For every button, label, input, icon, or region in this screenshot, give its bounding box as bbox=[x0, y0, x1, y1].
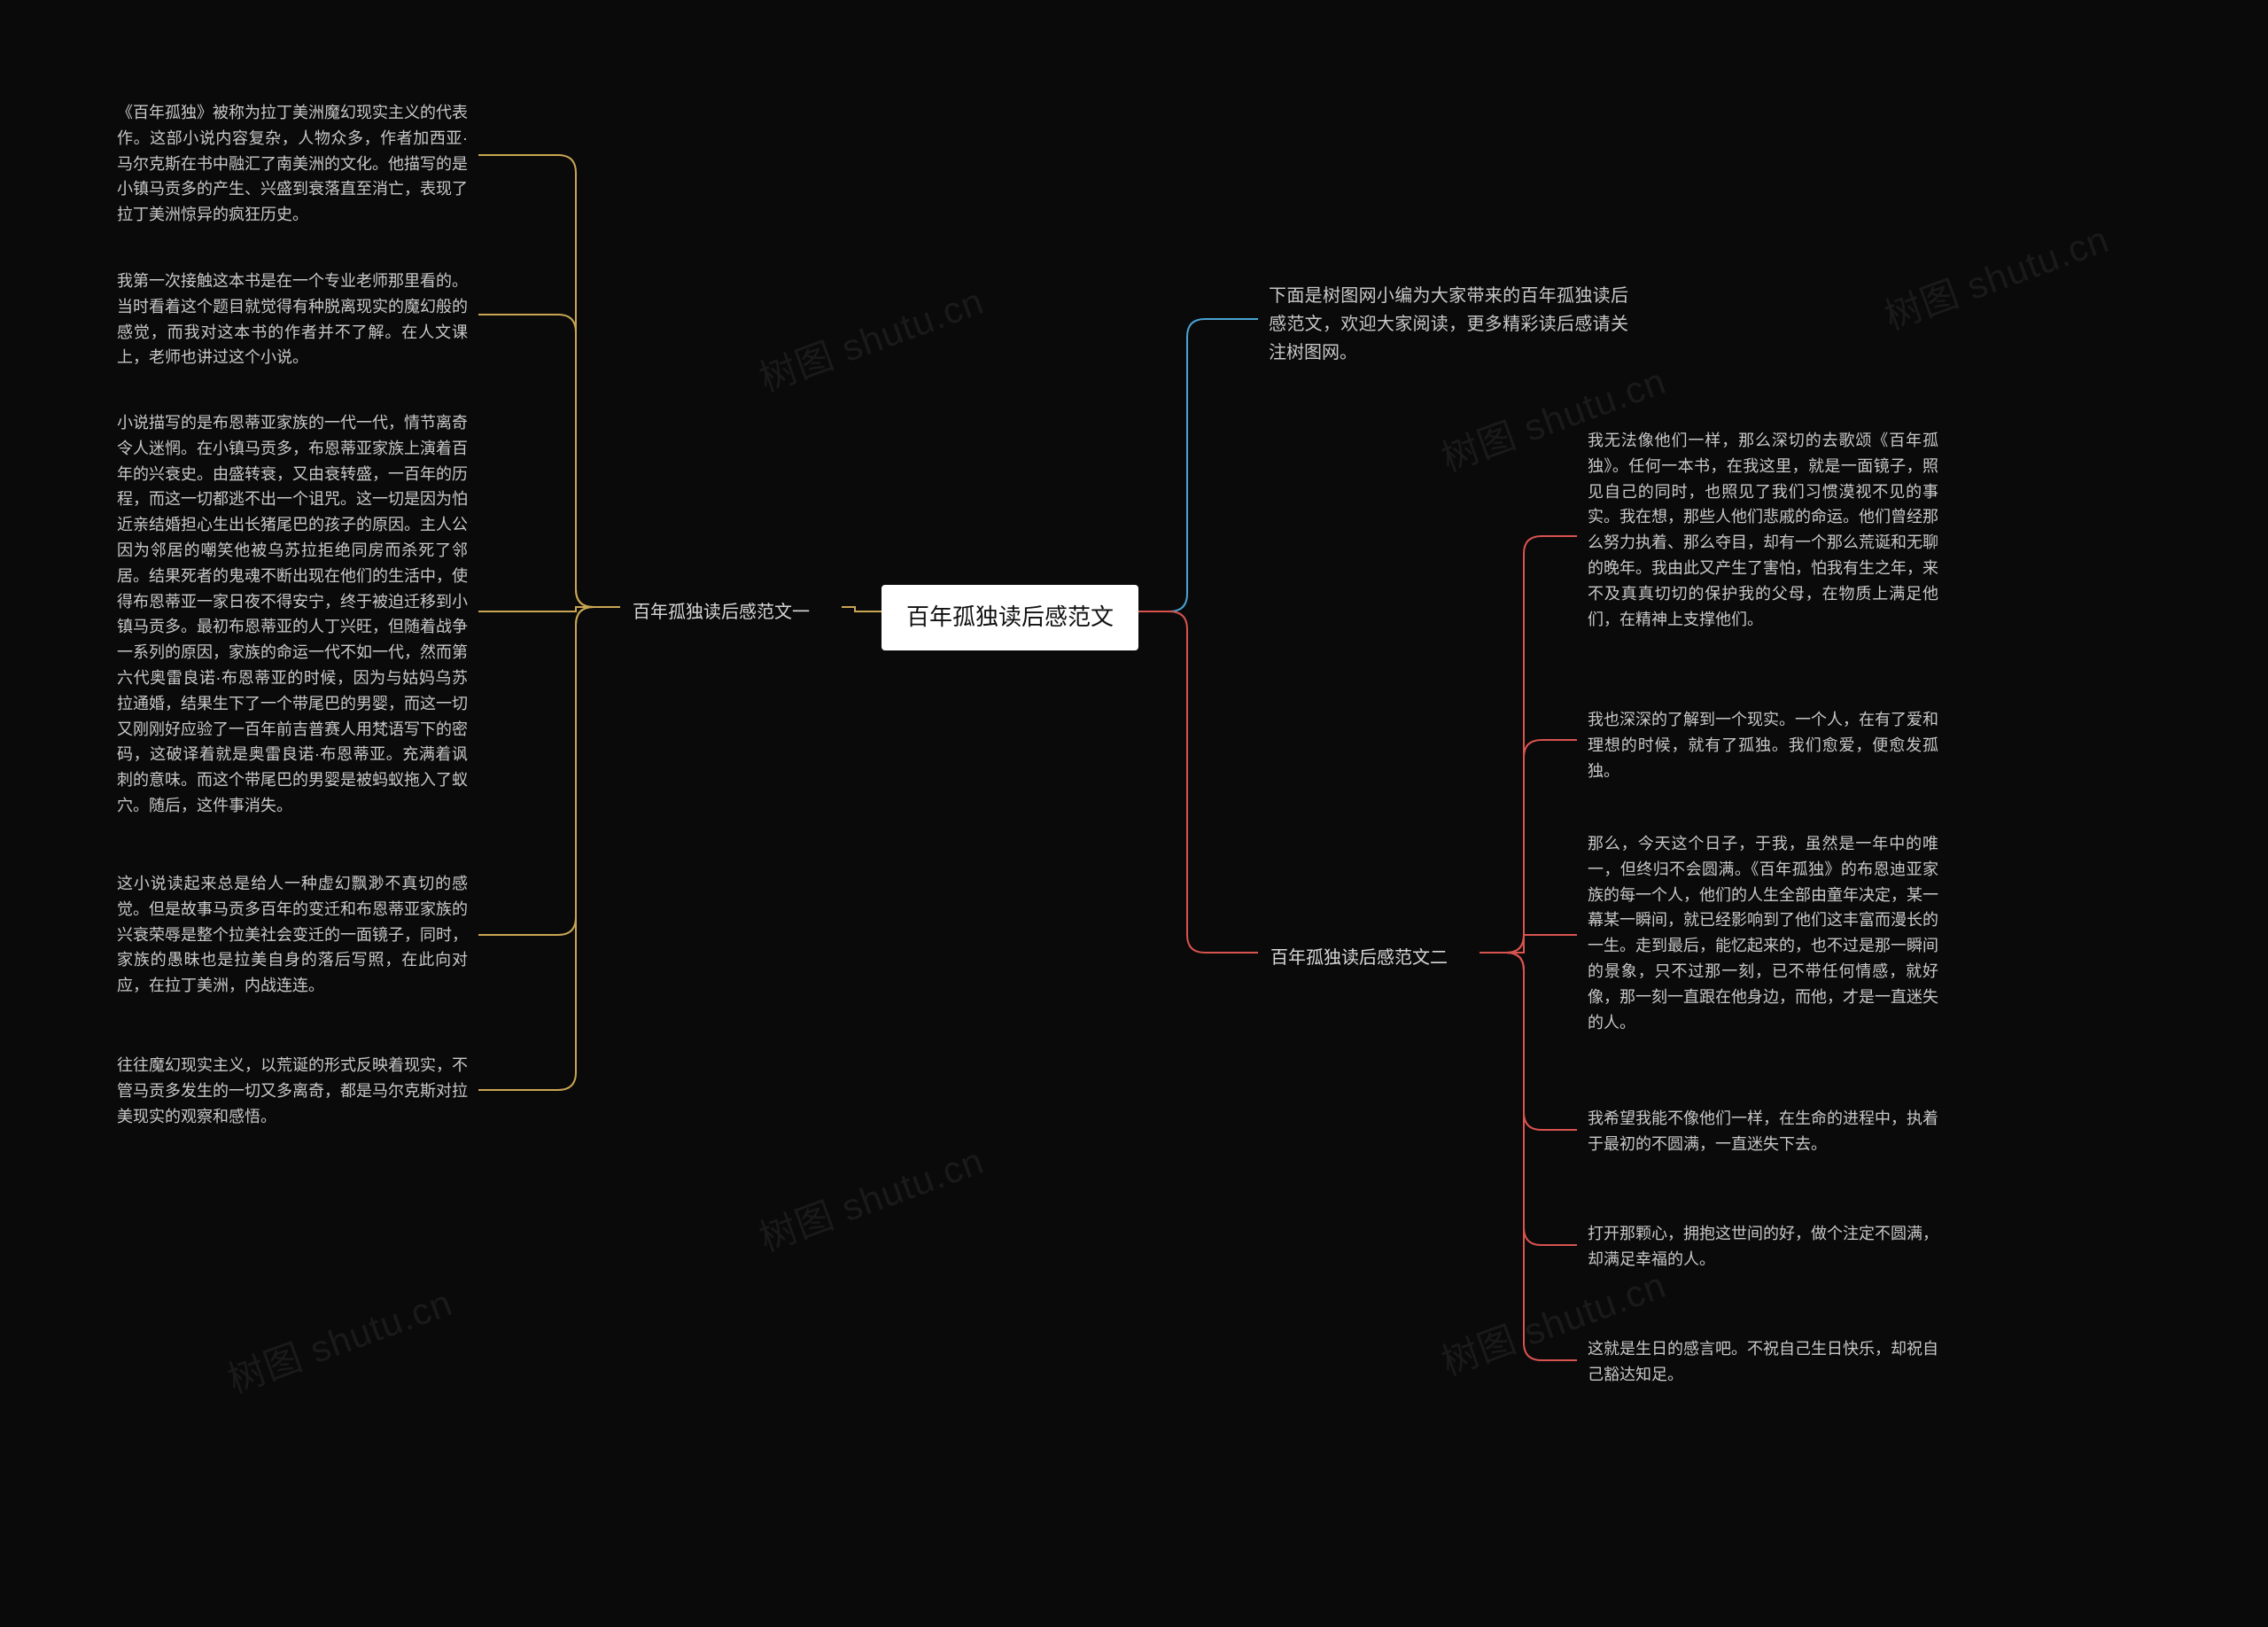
leaf-node[interactable]: 我也深深的了解到一个现实。一个人，在有了爱和理想的时候，就有了孤独。我们愈爱，便… bbox=[1577, 700, 1949, 790]
watermark: 树图 shutu.cn bbox=[220, 1273, 459, 1404]
leaf-node[interactable]: 小说描写的是布恩蒂亚家族的一代一代，情节离奇令人迷惘。在小镇马贡多，布恩蒂亚家族… bbox=[106, 403, 478, 826]
leaf-node[interactable]: 我希望我能不像他们一样，在生命的进程中，执着于最初的不圆满，一直迷失下去。 bbox=[1577, 1099, 1949, 1164]
branch-two-label[interactable]: 百年孤独读后感范文二 bbox=[1258, 935, 1480, 981]
leaf-node[interactable]: 《百年孤独》被称为拉丁美洲魔幻现实主义的代表作。这部小说内容复杂，人物众多，作者… bbox=[106, 93, 478, 235]
leaf-node[interactable]: 我第一次接触这本书是在一个专业老师那里看的。当时看着这个题目就觉得有种脱离现实的… bbox=[106, 261, 478, 378]
leaf-node[interactable]: 往往魔幻现实主义，以荒诞的形式反映着现实，不管马贡多发生的一切又多离奇，都是马尔… bbox=[106, 1046, 478, 1136]
watermark: 树图 shutu.cn bbox=[751, 271, 990, 402]
leaf-node[interactable]: 这小说读起来总是给人一种虚幻飘渺不真切的感觉。但是故事马贡多百年的变迁和布恩蒂亚… bbox=[106, 864, 478, 1006]
branch-one-label[interactable]: 百年孤独读后感范文一 bbox=[620, 589, 842, 635]
leaf-node[interactable]: 打开那颗心，拥抱这世间的好，做个注定不圆满，却满足幸福的人。 bbox=[1577, 1214, 1949, 1280]
watermark: 树图 shutu.cn bbox=[751, 1131, 990, 1262]
intro-node[interactable]: 下面是树图网小编为大家带来的百年孤独读后感范文，欢迎大家阅读，更多精彩读后感请关… bbox=[1258, 275, 1639, 374]
root-node[interactable]: 百年孤独读后感范文 bbox=[882, 585, 1138, 650]
leaf-node[interactable]: 我无法像他们一样，那么深切的去歌颂《百年孤独》。任何一本书，在我这里，就是一面镜… bbox=[1577, 421, 1949, 639]
leaf-node[interactable]: 这就是生日的感言吧。不祝自己生日快乐，却祝自己豁达知足。 bbox=[1577, 1329, 1949, 1395]
leaf-node[interactable]: 那么，今天这个日子，于我，虽然是一年中的唯一，但终归不会圆满。《百年孤独》的布恩… bbox=[1577, 824, 1949, 1042]
watermark: 树图 shutu.cn bbox=[1876, 209, 2116, 340]
